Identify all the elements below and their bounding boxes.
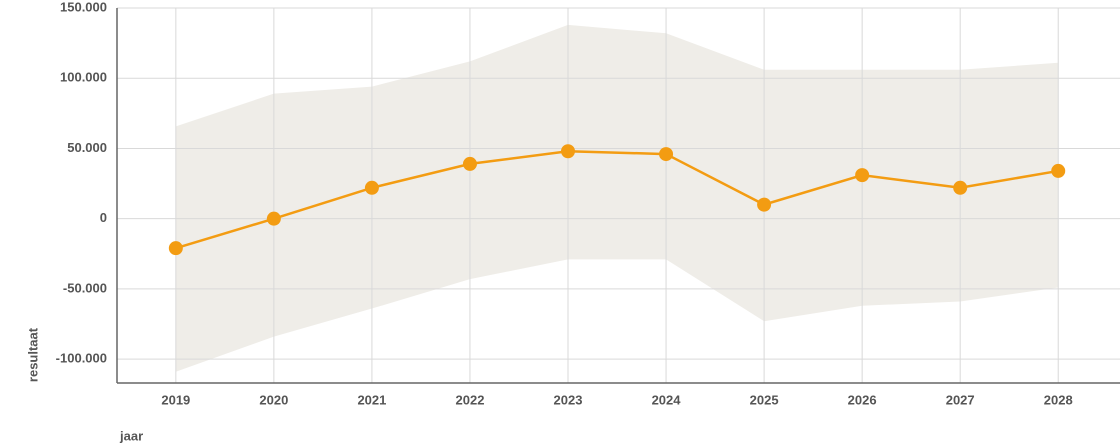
data-point	[266, 211, 281, 226]
x-tick-label: 2020	[259, 392, 288, 407]
data-point	[953, 180, 968, 195]
x-tick-label: 2024	[652, 392, 682, 407]
y-tick-label: -100.000	[56, 351, 107, 366]
x-axis-label: jaar	[119, 428, 143, 443]
y-tick-label: -50.000	[63, 280, 107, 295]
confidence-band	[175, 24, 1059, 372]
x-tick-label: 2019	[161, 392, 190, 407]
data-point	[561, 144, 576, 159]
x-tick-label: 2027	[946, 392, 975, 407]
y-tick-label: 50.000	[67, 140, 107, 155]
y-tick-label: 150.000	[60, 0, 107, 14]
data-point	[168, 241, 183, 256]
data-point	[462, 156, 477, 171]
y-tick-label: 0	[100, 210, 107, 225]
data-point	[855, 168, 870, 183]
y-tick-label: 100.000	[60, 70, 107, 85]
x-tick-label: 2025	[750, 392, 779, 407]
x-tick-label: 2026	[848, 392, 877, 407]
x-tick-label: 2022	[456, 392, 485, 407]
y-axis-label: resultaat	[25, 327, 40, 382]
x-tick-label: 2023	[554, 392, 583, 407]
x-tick-label: 2021	[357, 392, 386, 407]
series-line	[175, 150, 1059, 250]
data-point	[1051, 163, 1066, 178]
data-point	[659, 147, 674, 162]
data-point	[757, 197, 772, 212]
x-tick-label: 2028	[1044, 392, 1073, 407]
data-point	[364, 180, 379, 195]
